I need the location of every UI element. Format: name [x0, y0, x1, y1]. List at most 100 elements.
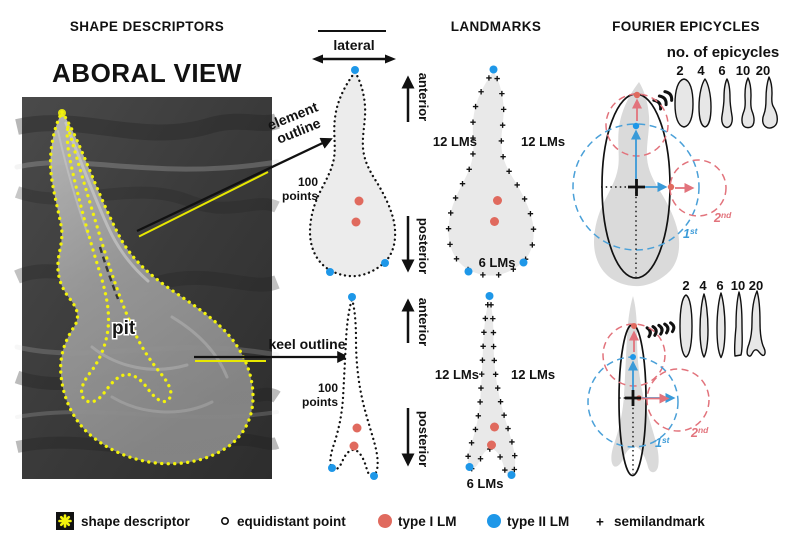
type2-lm-dot	[328, 464, 336, 472]
semilandmark-legend-label: semilandmark	[614, 514, 705, 529]
count-10: 10	[731, 278, 745, 293]
type2-lm-legend-label: type II LM	[507, 514, 569, 529]
basal-groove-line	[98, 246, 120, 300]
legend: shape descriptor equidistant point type …	[56, 512, 705, 530]
shape-descriptor-legend-label: shape descriptor	[81, 514, 191, 529]
element-outline-callout: element outline	[265, 98, 323, 146]
equidistant-point-legend-label: equidistant point	[237, 514, 346, 529]
open-circle-icon	[221, 516, 230, 525]
type1-lm-dot	[354, 196, 364, 206]
element-epicycle-diagram: 1st 2nd	[572, 82, 732, 287]
keel-epicycle-counts: 2 4 6 10 20	[682, 278, 763, 293]
posterior-label: posterior	[416, 411, 431, 467]
keel-outline-descriptor-dots	[65, 126, 173, 404]
lateral-double-arrow	[312, 54, 396, 64]
count-4: 4	[699, 278, 707, 293]
keel-points-count-line2: points	[302, 395, 338, 409]
keel-landmarks-shape	[465, 292, 518, 479]
element-landmarks-shape	[445, 65, 537, 278]
type1-lm-dot	[349, 441, 359, 451]
type1-lm-dot	[352, 423, 362, 433]
blue-dot-icon	[487, 514, 501, 528]
type2-lm-dot	[465, 463, 474, 471]
count-4: 4	[697, 63, 705, 78]
sem-image: pit	[14, 97, 281, 479]
tip-highlight	[58, 109, 66, 117]
second-harmonic-label: 2nd	[713, 210, 732, 225]
equidistant-point-legend-item: equidistant point	[221, 514, 346, 529]
element-points-count-line1: 100	[298, 175, 318, 189]
keel-outline-callout: keel outline	[268, 336, 345, 352]
lateral-label: lateral	[333, 37, 374, 53]
keel-reconstruction-shapes	[679, 290, 766, 359]
chevron-marks	[645, 321, 676, 339]
type2-lm-dot	[370, 472, 378, 480]
type1-lm-dot	[493, 196, 502, 205]
second-epicycle-circle-top	[605, 93, 669, 157]
keel-semilandmarks	[465, 302, 518, 473]
first-harmonic-label: 1st	[655, 435, 671, 450]
type2-lm-dot	[348, 293, 356, 301]
type1-lm-dot	[487, 440, 496, 450]
plus-icon: +	[596, 515, 604, 530]
yellow-flower-center	[62, 518, 68, 524]
pit-label: pit	[112, 318, 136, 339]
shape-descriptors-header: SHAPE DESCRIPTORS	[70, 19, 224, 34]
semilandmark-legend-item: + semilandmark	[596, 514, 705, 530]
aboral-view-title: ABORAL VIEW	[52, 58, 242, 88]
type1-lm-dot	[490, 422, 499, 432]
type2-lm-dot	[489, 65, 498, 74]
anterior-label: anterior	[416, 298, 431, 346]
count-6: 6	[716, 278, 723, 293]
element-lms-right-label: 12 LMs	[521, 134, 565, 149]
shape-descriptor-legend-item: shape descriptor	[56, 512, 191, 530]
element-lms-bottom-label: 6 LMs	[479, 255, 516, 270]
count-2: 2	[682, 278, 689, 293]
keel-lms-right-label: 12 LMs	[511, 367, 555, 382]
keel-lms-left-label: 12 LMs	[435, 367, 479, 382]
landmarks-header: LANDMARKS	[451, 19, 542, 34]
keel-points-count-line1: 100	[318, 381, 338, 395]
count-20: 20	[756, 63, 770, 78]
count-10: 10	[736, 63, 750, 78]
type2-lm-dot	[381, 259, 389, 267]
type2-lm-dot	[326, 268, 334, 276]
element-reconstruction-shapes	[674, 76, 778, 129]
second-epicycle-circle-right	[669, 159, 727, 217]
element-outline-descriptor-dots	[48, 108, 255, 466]
second-epicycle-circle-top	[602, 323, 666, 387]
element-callout-arrow	[136, 137, 333, 233]
keel-lms-bottom-label: 6 LMs	[467, 476, 504, 491]
element-lms-left-label: 12 LMs	[433, 134, 477, 149]
fourier-header: FOURIER EPICYCLES	[612, 19, 760, 34]
red-dot-icon	[378, 514, 392, 528]
count-6: 6	[718, 63, 725, 78]
type2-lm-dot	[464, 267, 473, 276]
type2-lm-dot	[485, 292, 494, 300]
type1-lm-dot	[351, 217, 361, 227]
type2-lm-dot	[507, 471, 516, 479]
type1-lm-dot	[490, 217, 499, 226]
type1-lm-legend-label: type I LM	[398, 514, 457, 529]
type2-lm-dot	[351, 66, 359, 74]
second-harmonic-label: 2nd	[690, 425, 709, 440]
anterior-label: anterior	[416, 73, 431, 121]
second-epicycle-circle-right	[646, 368, 710, 432]
element-epicycle-counts: 2 4 6 10 20	[676, 63, 770, 78]
element-callout-yellow-line	[138, 171, 269, 238]
element-points-count-line2: points	[282, 189, 318, 203]
type1-lm-legend-item: type I LM	[378, 514, 457, 529]
count-2: 2	[676, 63, 683, 78]
first-epicycle-circle	[572, 123, 700, 251]
type2-lm-legend-item: type II LM	[487, 514, 569, 529]
first-harmonic-label: 1st	[683, 226, 699, 241]
element-outline-equidistant-points	[308, 70, 397, 278]
type2-lm-dot	[519, 258, 528, 267]
posterior-label: posterior	[416, 218, 431, 274]
epicycles-subtitle: no. of epicycles	[667, 44, 780, 61]
keel-epicycle-diagram: 1st 2nd	[587, 296, 710, 477]
count-20: 20	[749, 278, 763, 293]
chevron-marks	[652, 90, 674, 111]
